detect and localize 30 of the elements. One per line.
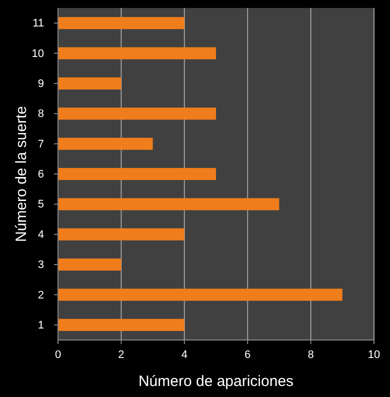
y-axis-title: Número de la suerte bbox=[13, 106, 30, 242]
bar bbox=[58, 108, 216, 120]
x-tick-label: 4 bbox=[181, 348, 188, 361]
x-tick-label: 10 bbox=[368, 348, 380, 361]
bar bbox=[58, 228, 184, 240]
bar bbox=[58, 77, 122, 90]
y-tick-label: 2 bbox=[38, 289, 44, 302]
bar bbox=[58, 138, 153, 150]
bar bbox=[58, 47, 216, 60]
y-tick-label: 1 bbox=[38, 319, 44, 332]
y-tick-label: 10 bbox=[32, 48, 44, 60]
x-tick-label: 8 bbox=[308, 348, 314, 361]
bar bbox=[58, 168, 216, 180]
y-tick-label: 3 bbox=[38, 259, 44, 272]
bar bbox=[58, 258, 122, 271]
y-tick-label: 11 bbox=[32, 18, 44, 30]
y-tick-label: 6 bbox=[38, 168, 44, 181]
y-tick-label: 8 bbox=[38, 108, 44, 120]
y-tick-label: 5 bbox=[38, 198, 44, 211]
x-tick-label: 6 bbox=[244, 348, 251, 361]
bar bbox=[58, 17, 184, 30]
y-tick-label: 9 bbox=[38, 78, 44, 90]
bar bbox=[58, 288, 342, 301]
x-tick-label: 2 bbox=[118, 348, 124, 361]
bar bbox=[58, 198, 280, 210]
y-tick-label: 7 bbox=[38, 138, 44, 150]
x-tick-label: 0 bbox=[54, 348, 62, 361]
x-axis-title: Número de apariciones bbox=[138, 373, 294, 390]
bar bbox=[58, 318, 184, 331]
y-tick-label: 4 bbox=[38, 228, 44, 241]
